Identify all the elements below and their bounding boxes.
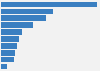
Bar [1,9,53,14]
Bar [1,36,19,42]
Bar [1,15,46,21]
Bar [1,2,97,7]
Bar [1,57,14,62]
Bar [1,64,7,69]
Bar [1,22,34,28]
Bar [1,29,22,35]
Bar [1,43,16,49]
Bar [1,50,15,56]
